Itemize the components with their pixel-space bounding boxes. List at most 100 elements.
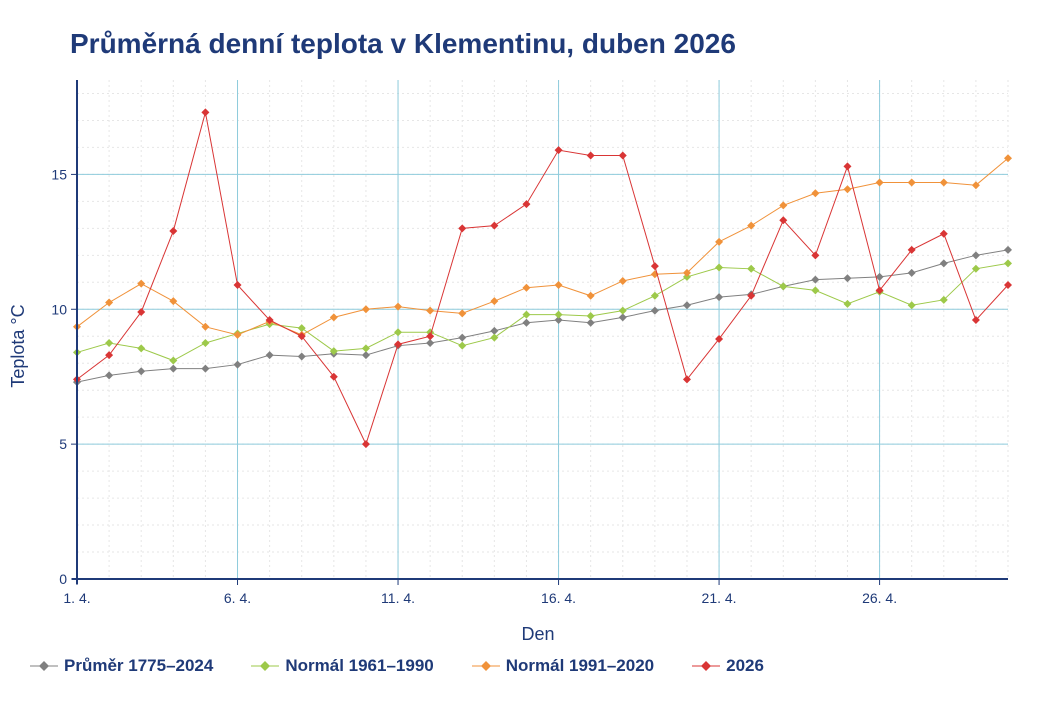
data-point bbox=[490, 297, 499, 306]
data-point bbox=[522, 310, 531, 319]
y-tick-label: 0 bbox=[59, 571, 67, 587]
series-line-3 bbox=[76, 112, 1009, 446]
data-point bbox=[971, 316, 980, 325]
data-point bbox=[458, 309, 467, 318]
data-point bbox=[843, 185, 852, 194]
data-point bbox=[522, 200, 531, 209]
data-point bbox=[265, 351, 274, 360]
data-point bbox=[361, 351, 370, 360]
data-point bbox=[458, 333, 467, 342]
data-point bbox=[747, 291, 756, 300]
legend-swatch bbox=[692, 661, 721, 671]
data-point bbox=[586, 312, 595, 321]
data-point bbox=[939, 259, 948, 268]
data-point bbox=[650, 262, 659, 271]
legend-label: Průměr 1775–2024 bbox=[64, 656, 214, 675]
data-point bbox=[394, 302, 403, 311]
data-point bbox=[747, 264, 756, 273]
legend-item-2[interactable]: Normál 1991–2020 bbox=[471, 656, 655, 676]
data-point bbox=[747, 221, 756, 230]
legend-label: Normál 1991–2020 bbox=[505, 656, 655, 675]
series-line-0 bbox=[76, 249, 1009, 383]
data-point bbox=[169, 356, 178, 365]
data-point bbox=[169, 297, 178, 306]
data-point bbox=[297, 352, 306, 361]
data-point bbox=[779, 282, 788, 291]
data-point bbox=[490, 221, 499, 230]
data-point bbox=[618, 306, 627, 315]
data-point bbox=[426, 338, 435, 347]
data-point bbox=[650, 306, 659, 315]
axes bbox=[72, 80, 1008, 584]
data-point bbox=[329, 347, 338, 356]
data-point bbox=[169, 227, 178, 236]
data-point bbox=[426, 306, 435, 315]
data-point bbox=[971, 251, 980, 260]
data-point bbox=[971, 264, 980, 273]
data-point bbox=[105, 351, 114, 360]
data-point bbox=[779, 201, 788, 210]
data-point bbox=[201, 364, 210, 373]
legend: Průměr 1775–2024 Normál 1961–1990 Normál 1… bbox=[30, 656, 802, 676]
data-point bbox=[586, 291, 595, 300]
data-point bbox=[233, 280, 242, 289]
data-point bbox=[682, 375, 691, 384]
data-point bbox=[458, 341, 467, 350]
tick-labels: 1. 4. 6. 4. 11. 4. 16. 4. 21. 4. 26. 4. 0 5 10 15 bbox=[51, 166, 897, 606]
data-point bbox=[875, 178, 884, 187]
x-tick-label: 16. 4. bbox=[541, 590, 576, 606]
data-point bbox=[939, 178, 948, 187]
data-point bbox=[907, 245, 916, 254]
data-point bbox=[779, 216, 788, 225]
data-point bbox=[490, 333, 499, 342]
data-point bbox=[265, 316, 274, 325]
legend-label: Normál 1961–1990 bbox=[285, 656, 434, 675]
data-point bbox=[554, 316, 563, 325]
data-point bbox=[1004, 154, 1012, 163]
y-tick-label: 10 bbox=[51, 301, 67, 317]
data-point bbox=[554, 310, 563, 319]
data-point bbox=[233, 330, 242, 339]
data-point bbox=[682, 301, 691, 310]
data-point bbox=[361, 344, 370, 353]
data-point bbox=[682, 268, 691, 277]
data-point bbox=[105, 371, 114, 380]
data-point bbox=[105, 338, 114, 347]
x-tick-label: 1. 4. bbox=[63, 590, 90, 606]
data-point bbox=[811, 286, 820, 295]
data-point bbox=[875, 272, 884, 281]
legend-swatch bbox=[30, 661, 58, 671]
data-point bbox=[843, 162, 852, 171]
data-point bbox=[426, 332, 435, 341]
data-point bbox=[907, 301, 916, 310]
data-point bbox=[458, 224, 467, 233]
y-axis-title: Teplota °C bbox=[8, 304, 28, 387]
data-point bbox=[843, 274, 852, 283]
data-point bbox=[297, 332, 306, 341]
x-axis-title: Den bbox=[521, 624, 554, 644]
data-point bbox=[715, 237, 724, 246]
data-point bbox=[329, 313, 338, 322]
data-point bbox=[618, 151, 627, 160]
data-point bbox=[297, 324, 306, 333]
series-layer bbox=[73, 108, 1012, 449]
data-point bbox=[811, 275, 820, 284]
data-point bbox=[586, 318, 595, 327]
data-point bbox=[137, 279, 146, 288]
data-point bbox=[1004, 259, 1012, 268]
legend-item-0[interactable]: Průměr 1775–2024 bbox=[30, 656, 213, 676]
x-tick-label: 26. 4. bbox=[862, 590, 897, 606]
data-point bbox=[490, 326, 499, 335]
data-point bbox=[907, 268, 916, 277]
data-point bbox=[137, 344, 146, 353]
legend-item-1[interactable]: Normál 1961–1990 bbox=[251, 656, 434, 676]
data-point bbox=[361, 305, 370, 314]
data-point bbox=[201, 108, 210, 117]
x-tick-label: 6. 4. bbox=[224, 590, 251, 606]
data-point bbox=[843, 299, 852, 308]
series-line-1 bbox=[76, 262, 1009, 362]
legend-item-3[interactable]: 2026 bbox=[692, 656, 764, 676]
data-point bbox=[715, 293, 724, 302]
legend-label: 2026 bbox=[726, 656, 764, 675]
